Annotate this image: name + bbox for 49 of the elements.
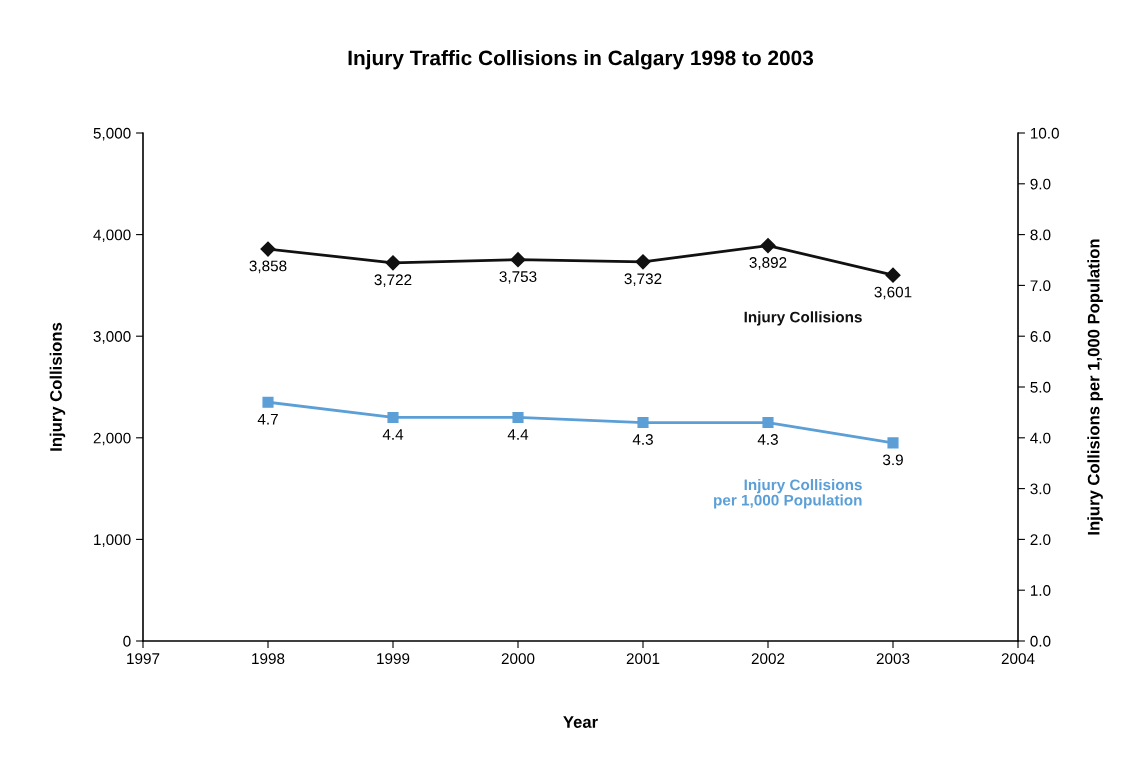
text: Injury Collisions xyxy=(744,311,862,326)
y2-tick-label: 2.0 xyxy=(1030,534,1051,546)
x-axis-title: Year xyxy=(563,716,598,728)
x-tick-label: 2001 xyxy=(626,653,660,665)
y-tick-label: 4,000 xyxy=(93,229,131,243)
point xyxy=(887,437,899,449)
y2-tick-label: 1.0 xyxy=(1030,585,1051,596)
chart-title: Injury Traffic Collisions in Calgary 1998 to 2003 xyxy=(348,50,814,70)
data-label: 3.9 xyxy=(882,454,903,466)
y2-tick-label: 9.0 xyxy=(1030,178,1051,190)
y2-tick-label: 0.0 xyxy=(1030,635,1051,647)
y2-tick-label: 3.0 xyxy=(1030,483,1051,495)
data-label: 4.4 xyxy=(382,429,404,440)
data-label: 4.3 xyxy=(632,434,653,445)
x-tick-label: 2003 xyxy=(876,653,910,665)
data-label: 4.4 xyxy=(507,429,529,440)
y2-tick-label: 5.0 xyxy=(1030,381,1051,393)
y-tick-label: 0 xyxy=(123,635,131,647)
x-tick-label: 2004 xyxy=(1001,653,1035,665)
x-tick-label: 1998 xyxy=(252,653,285,665)
y2-tick-label: 7.0 xyxy=(1030,280,1051,292)
y-tick-label: 1,000 xyxy=(94,534,131,547)
x-tick-label: 1997 xyxy=(127,653,160,665)
x-tick-label: 2000 xyxy=(501,653,535,665)
data-label: 3,722 xyxy=(374,274,412,287)
y2-axis-title: Injury Collisions per 1,000 Population xyxy=(1087,239,1103,535)
x-tick-label: 2002 xyxy=(751,653,785,665)
text: Injury Collisions per 1,000 Population xyxy=(714,478,862,509)
y-axis-title: Injury Collisions xyxy=(49,322,66,451)
x-tick-label: 1999 xyxy=(377,653,410,665)
y-tick-label: 2,000 xyxy=(93,432,131,446)
data-label: 3,601 xyxy=(874,286,912,300)
y-tick-label: 5,000 xyxy=(93,127,131,141)
y-tick-label: 3,000 xyxy=(93,331,131,344)
y2-tick-label: 4.0 xyxy=(1030,432,1051,444)
point xyxy=(762,417,774,429)
data-label: 4.3 xyxy=(757,434,778,445)
point xyxy=(262,396,274,408)
y2-tick-label: 6.0 xyxy=(1030,331,1051,342)
point xyxy=(512,411,524,424)
data-label: 4.7 xyxy=(257,413,278,425)
data-label: 3,732 xyxy=(624,273,662,286)
point xyxy=(637,417,649,429)
y2-tick-label: 10.0 xyxy=(1030,127,1059,139)
data-label: 3,892 xyxy=(749,257,787,270)
y2-tick-label: 8.0 xyxy=(1030,229,1051,241)
point xyxy=(387,411,399,424)
data-label: 3,858 xyxy=(249,260,287,274)
data-label: 3,753 xyxy=(499,271,537,284)
